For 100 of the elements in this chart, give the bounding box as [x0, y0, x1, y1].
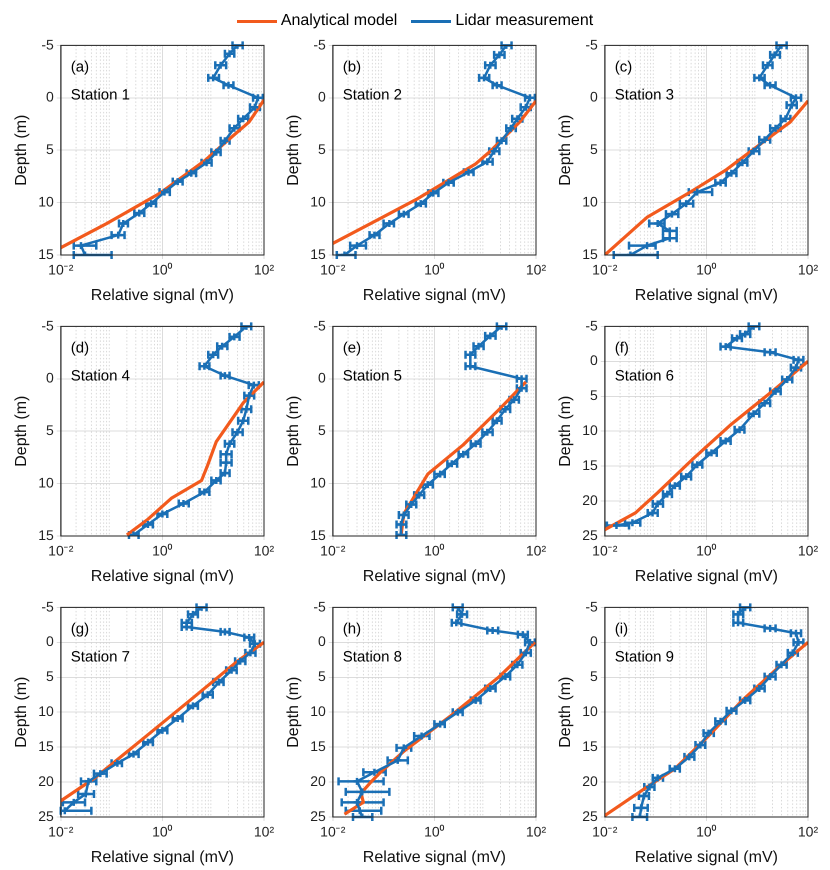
- y-tick-label: -5: [585, 317, 598, 334]
- annotation: (d): [70, 340, 90, 357]
- x-axis-title: Relative signal (mV): [634, 286, 778, 304]
- annotation: (c): [614, 58, 632, 76]
- y-axis-title: Depth (m): [13, 676, 30, 748]
- y-axis-title: Depth (m): [285, 114, 302, 186]
- annotation: Station 9: [614, 648, 674, 666]
- x-tick-label: 10⁰: [696, 542, 717, 558]
- y-tick-label: 10: [38, 193, 54, 210]
- y-tick-label: 25: [38, 808, 54, 824]
- y-tick-label: 10: [38, 703, 54, 720]
- x-tick-label: 10²: [798, 261, 818, 278]
- y-tick-label: 0: [46, 370, 54, 386]
- y-tick-label: 15: [310, 738, 326, 754]
- x-tick-label: 10⁰: [424, 261, 445, 278]
- y-tick-label: 10: [582, 193, 598, 210]
- annotation: Station 3: [614, 86, 674, 104]
- x-tick-label: 10²: [254, 823, 274, 840]
- x-axis-title: Relative signal (mV): [362, 848, 506, 866]
- x-axis-title: Relative signal (mV): [90, 568, 234, 585]
- x-tick-label: 10⁻²: [592, 542, 618, 558]
- annotation: (e): [342, 340, 362, 357]
- x-tick-label: 10²: [526, 542, 546, 558]
- y-tick-label: 20: [582, 492, 598, 508]
- y-tick-label: 5: [590, 668, 598, 684]
- y-tick-label: -5: [41, 598, 54, 614]
- y-tick-label: 15: [310, 246, 326, 262]
- y-tick-label: 25: [310, 808, 326, 824]
- y-tick-label: 10: [38, 474, 54, 490]
- x-axis-title: Relative signal (mV): [634, 568, 778, 585]
- y-tick-label: 5: [46, 141, 54, 158]
- y-axis-title: Depth (m): [557, 114, 574, 186]
- x-axis-title: Relative signal (mV): [634, 848, 778, 866]
- legend-label: Lidar measurement: [455, 12, 594, 30]
- x-tick-label: 10⁻²: [320, 261, 346, 278]
- y-tick-label: -5: [313, 598, 326, 614]
- x-tick-label: 10⁰: [696, 823, 717, 840]
- x-tick-label: 10²: [798, 542, 818, 558]
- y-tick-label: 25: [582, 526, 598, 543]
- y-tick-label: 5: [318, 668, 326, 684]
- x-tick-label: 10⁻²: [320, 542, 346, 558]
- y-tick-label: 20: [310, 772, 326, 789]
- y-tick-label: 15: [38, 738, 54, 754]
- y-tick-label: 5: [590, 141, 598, 158]
- x-tick-label: 10⁻²: [592, 823, 618, 840]
- y-tick-label: 0: [590, 352, 598, 368]
- y-tick-label: 0: [590, 633, 598, 650]
- y-tick-label: 20: [582, 772, 598, 789]
- annotation: Station 6: [614, 368, 674, 385]
- y-tick-label: 5: [318, 141, 326, 158]
- x-tick-label: 10⁰: [152, 823, 173, 840]
- y-tick-label: 15: [310, 526, 326, 543]
- y-tick-label: 0: [46, 88, 54, 105]
- legend-label: Analytical model: [280, 12, 398, 30]
- y-tick-label: 0: [590, 88, 598, 105]
- y-tick-label: 20: [38, 772, 54, 789]
- y-axis-title: Depth (m): [557, 676, 574, 748]
- x-tick-label: 10⁻²: [592, 261, 618, 278]
- y-tick-label: 5: [318, 422, 326, 438]
- x-axis-title: Relative signal (mV): [90, 848, 234, 866]
- y-tick-label: -5: [585, 36, 598, 52]
- y-tick-label: 5: [590, 387, 598, 404]
- y-tick-label: 10: [582, 703, 598, 720]
- y-axis-title: Depth (m): [13, 396, 30, 467]
- y-tick-label: 0: [46, 633, 54, 650]
- y-tick-label: 15: [582, 456, 598, 473]
- y-axis-title: Depth (m): [557, 396, 574, 467]
- x-tick-label: 10⁻²: [48, 823, 74, 840]
- annotation: (i): [614, 620, 628, 638]
- y-axis-title: Depth (m): [13, 114, 30, 186]
- x-tick-label: 10²: [526, 261, 546, 278]
- x-tick-label: 10⁻²: [48, 261, 74, 278]
- x-tick-label: 10⁻²: [48, 542, 74, 558]
- y-tick-label: 15: [582, 738, 598, 754]
- y-tick-label: -5: [41, 317, 54, 334]
- annotation: Station 5: [342, 368, 402, 385]
- y-tick-label: 25: [582, 808, 598, 824]
- y-tick-label: 5: [46, 422, 54, 438]
- y-tick-label: 10: [582, 422, 598, 438]
- y-tick-label: -5: [585, 598, 598, 614]
- y-tick-label: 10: [310, 474, 326, 490]
- x-tick-label: 10⁰: [152, 542, 173, 558]
- y-tick-label: 15: [38, 526, 54, 543]
- y-tick-label: -5: [313, 317, 326, 334]
- x-tick-label: 10⁰: [424, 823, 445, 840]
- x-axis-title: Relative signal (mV): [90, 286, 234, 304]
- y-tick-label: 10: [310, 193, 326, 210]
- x-tick-label: 10⁻²: [320, 823, 346, 840]
- x-tick-label: 10²: [254, 542, 274, 558]
- x-tick-label: 10²: [254, 261, 274, 278]
- x-tick-label: 10⁰: [424, 542, 445, 558]
- y-axis-title: Depth (m): [285, 396, 302, 467]
- y-tick-label: 15: [582, 246, 598, 262]
- x-tick-label: 10²: [526, 823, 546, 840]
- y-tick-label: -5: [313, 36, 326, 52]
- annotation: (g): [70, 620, 90, 638]
- y-tick-label: 0: [318, 633, 326, 650]
- x-axis-title: Relative signal (mV): [362, 568, 506, 585]
- y-axis-title: Depth (m): [285, 676, 302, 748]
- x-tick-label: 10²: [798, 823, 818, 840]
